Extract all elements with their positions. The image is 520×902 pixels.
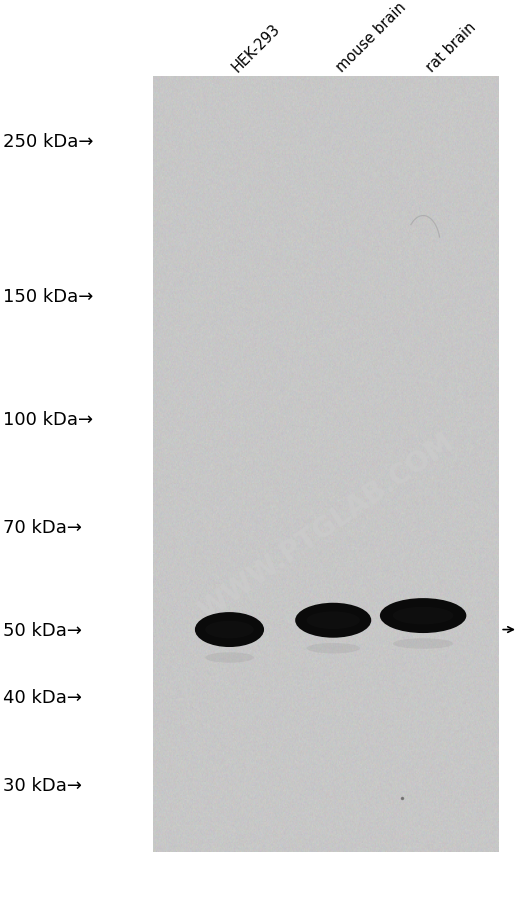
Text: rat brain: rat brain bbox=[423, 20, 478, 75]
Ellipse shape bbox=[295, 603, 371, 638]
Text: 100 kDa→: 100 kDa→ bbox=[3, 410, 93, 428]
Ellipse shape bbox=[195, 612, 264, 648]
Ellipse shape bbox=[393, 607, 453, 624]
Ellipse shape bbox=[307, 612, 360, 630]
Text: 150 kDa→: 150 kDa→ bbox=[3, 288, 93, 306]
Ellipse shape bbox=[205, 652, 254, 663]
Text: WWW.PTGLAB.COM: WWW.PTGLAB.COM bbox=[193, 428, 459, 625]
Ellipse shape bbox=[205, 621, 254, 639]
Ellipse shape bbox=[393, 639, 453, 649]
Text: HEK-293: HEK-293 bbox=[229, 21, 283, 75]
Ellipse shape bbox=[307, 643, 360, 654]
Text: 30 kDa→: 30 kDa→ bbox=[3, 776, 82, 794]
Text: 250 kDa→: 250 kDa→ bbox=[3, 133, 93, 151]
Ellipse shape bbox=[380, 598, 466, 633]
Text: 40 kDa→: 40 kDa→ bbox=[3, 688, 82, 706]
Text: mouse brain: mouse brain bbox=[333, 0, 409, 75]
Text: 70 kDa→: 70 kDa→ bbox=[3, 519, 82, 537]
Text: 50 kDa→: 50 kDa→ bbox=[3, 621, 82, 639]
